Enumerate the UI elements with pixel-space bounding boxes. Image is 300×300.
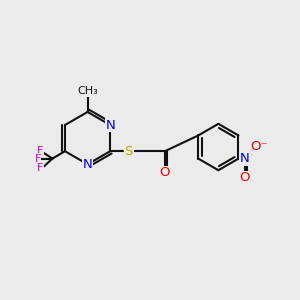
Text: N: N bbox=[240, 152, 250, 165]
Text: O: O bbox=[160, 167, 170, 179]
Text: F: F bbox=[34, 154, 41, 164]
Text: F: F bbox=[37, 146, 43, 156]
Text: O: O bbox=[240, 171, 250, 184]
Text: N: N bbox=[105, 118, 115, 131]
Text: S: S bbox=[124, 145, 133, 158]
Text: CH₃: CH₃ bbox=[77, 86, 98, 96]
Text: N: N bbox=[83, 158, 92, 171]
Text: F: F bbox=[38, 163, 44, 173]
Text: O⁻: O⁻ bbox=[250, 140, 268, 153]
